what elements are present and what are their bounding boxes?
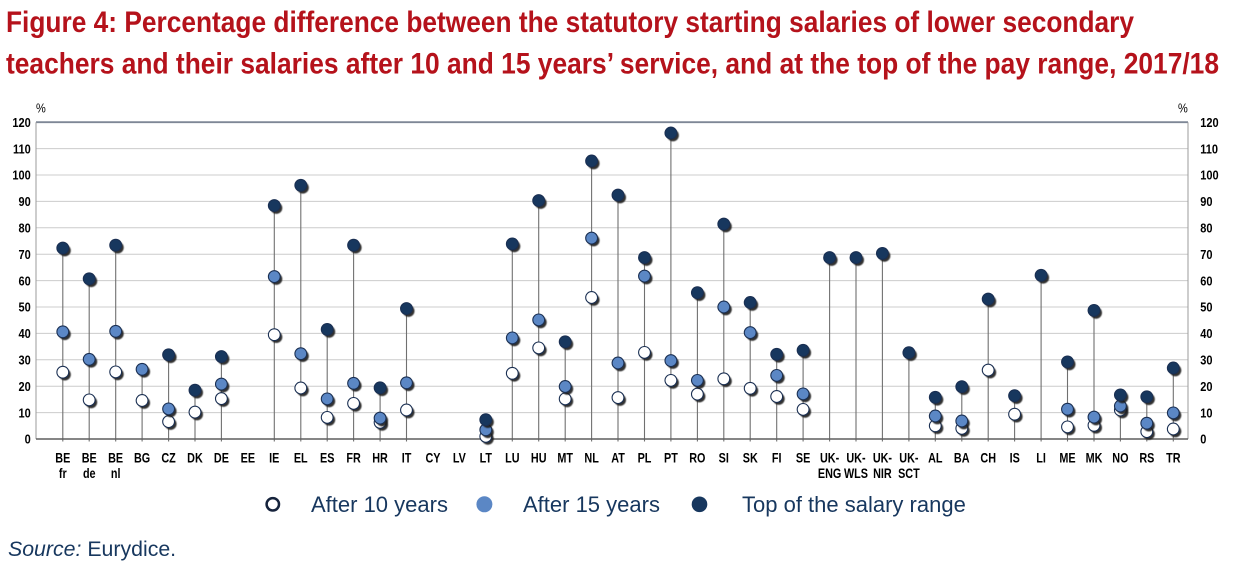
svg-text:CY: CY [425, 450, 441, 466]
svg-text:30: 30 [1200, 353, 1212, 368]
svg-text:ME: ME [1059, 450, 1075, 466]
svg-text:Top of the salary range: Top of the salary range [742, 492, 966, 517]
svg-text:DE: DE [214, 450, 229, 466]
svg-text:ENG: ENG [818, 466, 841, 482]
svg-text:10: 10 [1200, 405, 1212, 420]
svg-text:DK: DK [187, 450, 203, 466]
svg-text:50: 50 [1200, 300, 1212, 315]
svg-text:60: 60 [1200, 273, 1212, 288]
svg-text:MK: MK [1086, 450, 1103, 466]
svg-text:EL: EL [294, 450, 308, 466]
svg-text:WLS: WLS [844, 466, 868, 482]
svg-text:LU: LU [505, 450, 519, 466]
svg-text:HU: HU [531, 450, 547, 466]
svg-text:BE: BE [82, 450, 97, 466]
svg-text:fr: fr [59, 466, 67, 482]
svg-text:SCT: SCT [898, 466, 920, 482]
svg-text:60: 60 [19, 273, 31, 288]
svg-text:CH: CH [980, 450, 996, 466]
svg-text:NO: NO [1112, 450, 1129, 466]
svg-text:IT: IT [402, 450, 412, 466]
svg-text:CZ: CZ [161, 450, 176, 466]
svg-text:LI: LI [1036, 450, 1046, 466]
svg-text:%: % [36, 101, 46, 116]
svg-text:PL: PL [638, 450, 652, 466]
svg-text:40: 40 [1200, 326, 1212, 341]
svg-text:20: 20 [19, 379, 31, 394]
svg-text:80: 80 [19, 221, 31, 236]
svg-text:UK-: UK- [820, 450, 839, 466]
svg-text:100: 100 [1200, 168, 1219, 183]
svg-text:HR: HR [372, 450, 388, 466]
svg-text:ES: ES [320, 450, 334, 466]
svg-text:MT: MT [557, 450, 573, 466]
svg-text:70: 70 [19, 247, 31, 262]
svg-text:FR: FR [346, 450, 360, 466]
svg-text:SI: SI [719, 450, 729, 466]
svg-text:PT: PT [664, 450, 678, 466]
svg-text:NIR: NIR [873, 466, 892, 482]
svg-text:de: de [83, 466, 96, 482]
svg-text:20: 20 [1200, 379, 1212, 394]
svg-text:BA: BA [954, 450, 970, 466]
svg-text:120: 120 [1200, 115, 1219, 130]
svg-text:AT: AT [611, 450, 625, 466]
svg-text:RO: RO [689, 450, 706, 466]
svg-text:80: 80 [1200, 221, 1212, 236]
svg-text:120: 120 [12, 115, 31, 130]
svg-text:RS: RS [1139, 450, 1154, 466]
svg-text:30: 30 [19, 353, 31, 368]
svg-text:70: 70 [1200, 247, 1212, 262]
svg-text:LT: LT [480, 450, 493, 466]
svg-text:110: 110 [1200, 141, 1218, 156]
svg-text:After 15 years: After 15 years [523, 492, 660, 517]
svg-text:40: 40 [19, 326, 31, 341]
svg-text:LV: LV [453, 450, 467, 466]
svg-text:0: 0 [1200, 432, 1206, 447]
svg-text:%: % [1178, 101, 1188, 116]
svg-text:100: 100 [12, 168, 31, 183]
svg-text:Figure 4: Percentage differenc: Figure 4: Percentage difference between … [6, 6, 1134, 39]
svg-text:IE: IE [269, 450, 279, 466]
svg-text:SE: SE [796, 450, 810, 466]
svg-text:teachers and their salaries af: teachers and their salaries after 10 and… [6, 48, 1219, 81]
svg-text:After 10 years: After 10 years [311, 492, 448, 517]
svg-text:FI: FI [772, 450, 782, 466]
svg-text:90: 90 [19, 194, 31, 209]
svg-text:BG: BG [134, 450, 150, 466]
svg-text:UK-: UK- [846, 450, 865, 466]
svg-text:UK-: UK- [899, 450, 918, 466]
svg-text:50: 50 [19, 300, 31, 315]
svg-text:AL: AL [928, 450, 943, 466]
svg-text:90: 90 [1200, 194, 1212, 209]
svg-text:0: 0 [25, 432, 31, 447]
svg-text:10: 10 [19, 405, 31, 420]
svg-text:IS: IS [1010, 450, 1020, 466]
svg-text:110: 110 [13, 141, 31, 156]
svg-text:NL: NL [584, 450, 599, 466]
svg-text:nl: nl [111, 466, 121, 482]
svg-text:EE: EE [241, 450, 255, 466]
svg-text:UK-: UK- [873, 450, 892, 466]
svg-text:Source: Eurydice.: Source: Eurydice. [8, 537, 176, 561]
svg-text:BE: BE [55, 450, 70, 466]
svg-text:TR: TR [1166, 450, 1180, 466]
svg-text:SK: SK [743, 450, 758, 466]
svg-text:BE: BE [108, 450, 123, 466]
